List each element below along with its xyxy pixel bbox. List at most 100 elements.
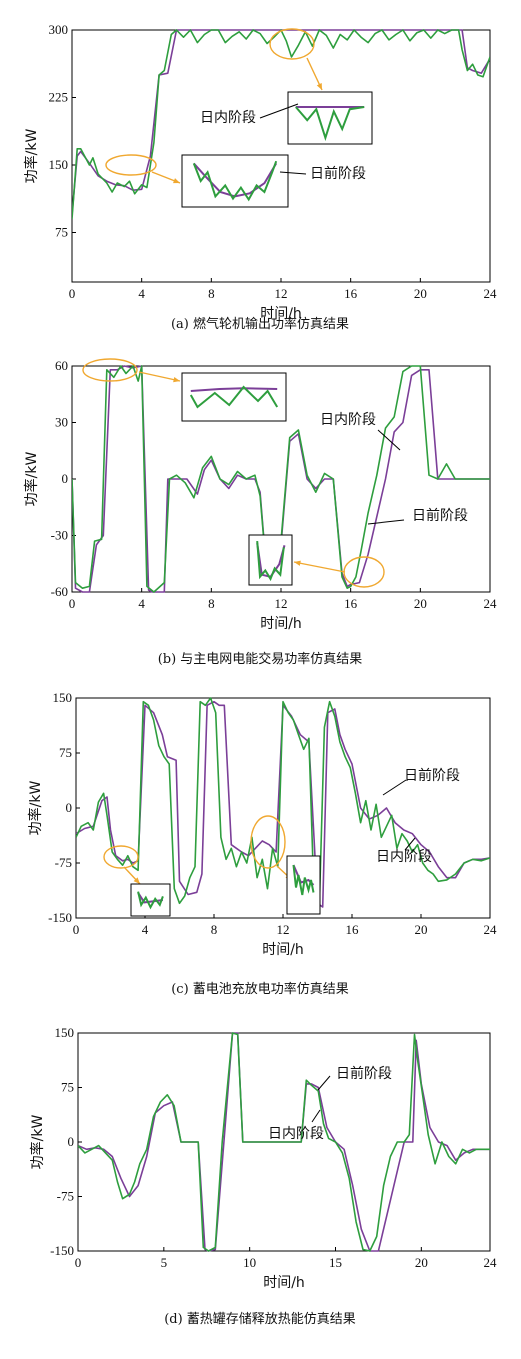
chart-caption: (d) 蓄热罐存储释放热能仿真结果 [164,1312,356,1327]
series-line-day-ahead [76,700,490,908]
annotation-day-ahead: 日前阶段 [404,767,460,784]
chart-caption: (c) 蓄电池充放电功率仿真结果 [171,981,349,997]
y-tick-label: 300 [49,22,69,37]
callout-arrow-line [138,371,181,382]
y-tick-label: -150 [48,910,72,925]
annotation-day-ahead: 日前阶段 [336,1065,392,1082]
annotation-leader [259,103,299,119]
y-tick-label: 150 [53,690,73,705]
annotation-intraday: 日内阶段 [268,1126,324,1142]
callout-arrow-head [173,376,180,383]
y-tick-label: -75 [57,1189,74,1204]
x-tick-label: 4 [138,596,145,611]
x-tick-label: 16 [346,922,360,937]
chart-panel-d: 0 5 10 15 20 24 -150 -75 0 75 150 时间/h 功率/kW 日前阶段日内阶段… [29,1025,497,1327]
y-tick-label: -150 [50,1243,74,1258]
annotation-leader [317,1075,331,1091]
x-tick-label: 0 [69,286,76,301]
series-line-intraday [72,29,490,220]
y-tick-label: -30 [51,528,68,543]
x-tick-label: 8 [208,286,215,301]
annotation-intraday: 日内阶段 [320,412,376,428]
y-tick-label: 0 [68,1134,75,1149]
x-tick-label: 8 [208,596,215,611]
zoom-line-intraday [189,385,279,409]
zoom-line-intraday [292,864,315,896]
x-tick-label: 16 [344,596,358,611]
annotation-leader [404,837,416,851]
annotation-intraday: 日内阶段 [200,110,256,126]
y-tick-label: 75 [59,745,72,760]
zoom-inset-box [181,154,289,208]
series-line-intraday [78,1032,490,1252]
x-tick-label: 24 [484,286,498,301]
chart-caption: (b) 与主电网电能交易功率仿真结果 [158,651,363,667]
highlight-ellipse [82,358,138,382]
x-tick-label: 12 [275,286,288,301]
y-axis-label: 功率/kW [29,1115,46,1170]
zoom-line-day-ahead [190,387,278,392]
x-tick-label: 8 [211,922,218,937]
y-tick-label: 225 [49,90,69,105]
annotation-day-ahead: 日前阶段 [412,507,468,524]
zoom-inset-box [287,91,373,145]
y-tick-label: 75 [55,225,68,240]
x-axis-label: 时间/h [260,306,302,322]
callout-arrow-line [293,561,346,573]
callout-arrow-head [173,178,180,184]
annotation-leader [382,779,407,796]
x-tick-label: 20 [414,286,427,301]
zoom-line-intraday [256,541,285,582]
annotation-leader [311,1109,321,1123]
highlight-ellipse [103,845,139,869]
y-tick-label: 0 [62,471,69,486]
x-axis-label: 时间/h [263,1275,305,1291]
y-axis-label: 功率/kW [27,781,44,836]
zoom-line-intraday [137,891,164,910]
x-tick-label: 20 [415,1255,428,1270]
x-tick-label: 4 [142,922,149,937]
x-tick-label: 0 [69,596,76,611]
y-tick-label: 60 [55,358,68,373]
y-tick-label: 150 [49,157,69,172]
x-axis-label: 时间/h [260,616,302,632]
callout-arrow-head [294,560,301,566]
y-tick-label: 0 [66,800,73,815]
highlight-ellipse [269,28,315,60]
x-axis-label: 时间/h [262,942,304,958]
y-tick-label: -60 [51,584,68,599]
x-tick-label: 20 [414,596,427,611]
x-tick-label: 20 [415,922,428,937]
highlight-ellipse [343,556,385,588]
annotation-leader [367,519,405,525]
callout-arrow-head [316,83,322,90]
highlight-ellipse [250,815,286,869]
x-tick-label: 5 [161,1255,168,1270]
zoom-line-intraday [192,160,278,202]
chart-panel-c: 0 4 8 12 16 20 24 -150 -75 0 75 150 时间/h 功率/kW 日前阶段日内阶… [27,690,497,997]
annotation-leader [279,171,307,175]
y-tick-label: -75 [55,855,72,870]
zoom-line-intraday [295,106,365,142]
callout-arrow-head [133,877,140,884]
x-tick-label: 4 [138,286,145,301]
x-tick-label: 24 [484,596,498,611]
series-line-intraday [76,697,490,912]
y-axis-label: 功率/kW [23,129,40,184]
y-tick-label: 30 [55,415,68,430]
x-tick-label: 24 [484,1255,498,1270]
zoom-inset-box [130,883,171,917]
x-tick-label: 12 [277,922,290,937]
zoom-inset-box [181,372,287,422]
y-tick-label: 75 [61,1080,74,1095]
x-tick-label: 16 [344,286,358,301]
chart-caption: (a) 燃气轮机输出功率仿真结果 [171,316,349,332]
x-tick-label: 12 [275,596,288,611]
annotation-intraday: 日内阶段 [376,849,432,865]
x-tick-label: 0 [75,1255,82,1270]
y-tick-label: 150 [55,1025,75,1040]
